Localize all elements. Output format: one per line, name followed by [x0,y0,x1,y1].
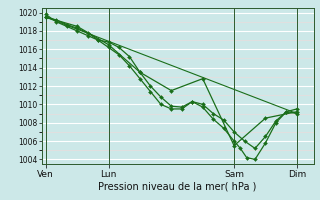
X-axis label: Pression niveau de la mer( hPa ): Pression niveau de la mer( hPa ) [99,181,257,191]
